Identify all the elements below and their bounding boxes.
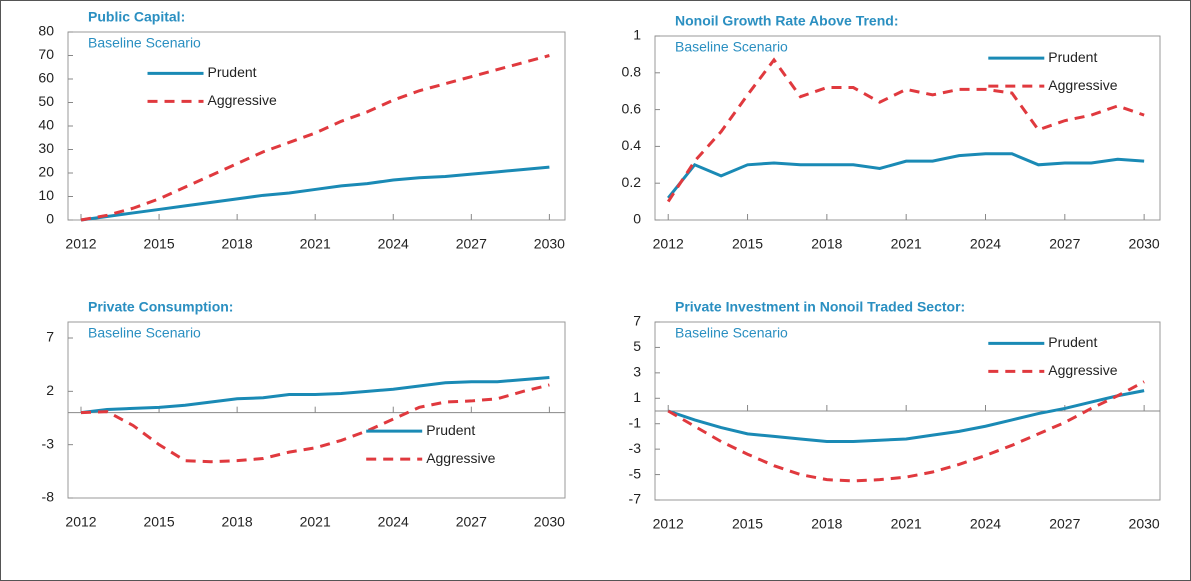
y-tick-label: -8 [42, 489, 55, 505]
y-tick-label: 80 [38, 23, 54, 39]
x-tick-label: 2021 [300, 236, 331, 252]
y-tick-label: 2 [46, 382, 54, 398]
legend-label: Aggressive [426, 450, 495, 466]
x-tick-label: 2030 [1129, 516, 1160, 532]
y-tick-label: 0.4 [622, 137, 642, 153]
y-tick-label: -7 [629, 491, 642, 507]
x-tick-label: 2027 [1049, 516, 1080, 532]
y-tick-label: 0 [46, 211, 54, 227]
y-tick-label: 30 [38, 140, 54, 156]
x-tick-label: 2021 [891, 236, 922, 252]
x-tick-label: 2012 [653, 516, 684, 532]
series-line [667, 152, 1145, 199]
y-tick-label: 40 [38, 117, 54, 133]
x-tick-label: 2018 [811, 236, 842, 252]
series-line [667, 380, 1145, 483]
y-tick-label: 70 [38, 46, 54, 62]
x-tick-label: 2018 [222, 514, 253, 530]
y-tick-label: -3 [42, 435, 55, 451]
y-tick-label: 5 [633, 338, 641, 354]
y-tick-label: 0 [633, 211, 641, 227]
x-tick-label: 2021 [300, 514, 331, 530]
y-tick-label: 7 [633, 313, 641, 329]
chart-subtitle: Baseline Scenario [675, 325, 788, 341]
x-tick-label: 2012 [653, 236, 684, 252]
x-tick-label: 2018 [811, 516, 842, 532]
x-tick-label: 2012 [65, 514, 96, 530]
y-tick-label: 0.8 [622, 64, 642, 80]
legend-label: Prudent [426, 422, 475, 438]
x-tick-label: 2030 [534, 514, 565, 530]
legend-label: Aggressive [1048, 362, 1117, 378]
x-tick-label: 2015 [143, 236, 174, 252]
x-tick-label: 2015 [732, 236, 763, 252]
legend-label: Aggressive [208, 92, 277, 108]
x-tick-label: 2030 [1129, 236, 1160, 252]
x-tick-label: 2024 [378, 514, 409, 530]
series-line [666, 57, 1145, 203]
series-line [80, 165, 550, 222]
y-tick-label: -3 [629, 440, 642, 456]
y-tick-label: 10 [38, 187, 54, 203]
x-tick-label: 2027 [456, 236, 487, 252]
chart-subtitle: Baseline Scenario [88, 35, 201, 51]
series-line [80, 375, 550, 415]
plot-area [67, 321, 566, 499]
chart-title: Nonoil Growth Rate Above Trend: [675, 13, 899, 29]
x-tick-label: 2027 [456, 514, 487, 530]
y-tick-label: 50 [38, 93, 54, 109]
y-tick-label: -1 [629, 414, 642, 430]
x-tick-label: 2024 [378, 236, 409, 252]
x-tick-label: 2030 [534, 236, 565, 252]
series-line [80, 54, 550, 222]
y-tick-label: 0.2 [622, 174, 642, 190]
legend-label: Prudent [1048, 49, 1097, 65]
series-line [667, 389, 1145, 444]
chart-subtitle: Baseline Scenario [675, 39, 788, 55]
y-tick-label: 3 [633, 364, 641, 380]
y-tick-label: 1 [633, 27, 641, 43]
x-tick-label: 2021 [891, 516, 922, 532]
y-tick-label: 60 [38, 70, 54, 86]
chart-title: Public Capital: [88, 9, 185, 25]
y-tick-label: 1 [633, 389, 641, 405]
plot-area [654, 35, 1161, 221]
y-tick-label: 7 [46, 329, 54, 345]
x-tick-label: 2024 [970, 236, 1001, 252]
y-tick-label: 20 [38, 164, 54, 180]
legend-label: Prudent [1048, 334, 1097, 350]
x-tick-label: 2024 [970, 516, 1001, 532]
chart-title: Private Consumption: [88, 299, 233, 315]
chart-subtitle: Baseline Scenario [88, 325, 201, 341]
x-tick-label: 2015 [143, 514, 174, 530]
x-tick-label: 2015 [732, 516, 763, 532]
y-tick-label: 0.6 [622, 100, 642, 116]
legend-label: Prudent [208, 64, 257, 80]
x-tick-label: 2018 [222, 236, 253, 252]
chart-title: Private Investment in Nonoil Traded Sect… [675, 299, 965, 315]
legend-label: Aggressive [1048, 77, 1117, 93]
y-tick-label: -5 [629, 465, 642, 481]
series-line [80, 383, 550, 464]
x-tick-label: 2012 [65, 236, 96, 252]
x-tick-label: 2027 [1049, 236, 1080, 252]
